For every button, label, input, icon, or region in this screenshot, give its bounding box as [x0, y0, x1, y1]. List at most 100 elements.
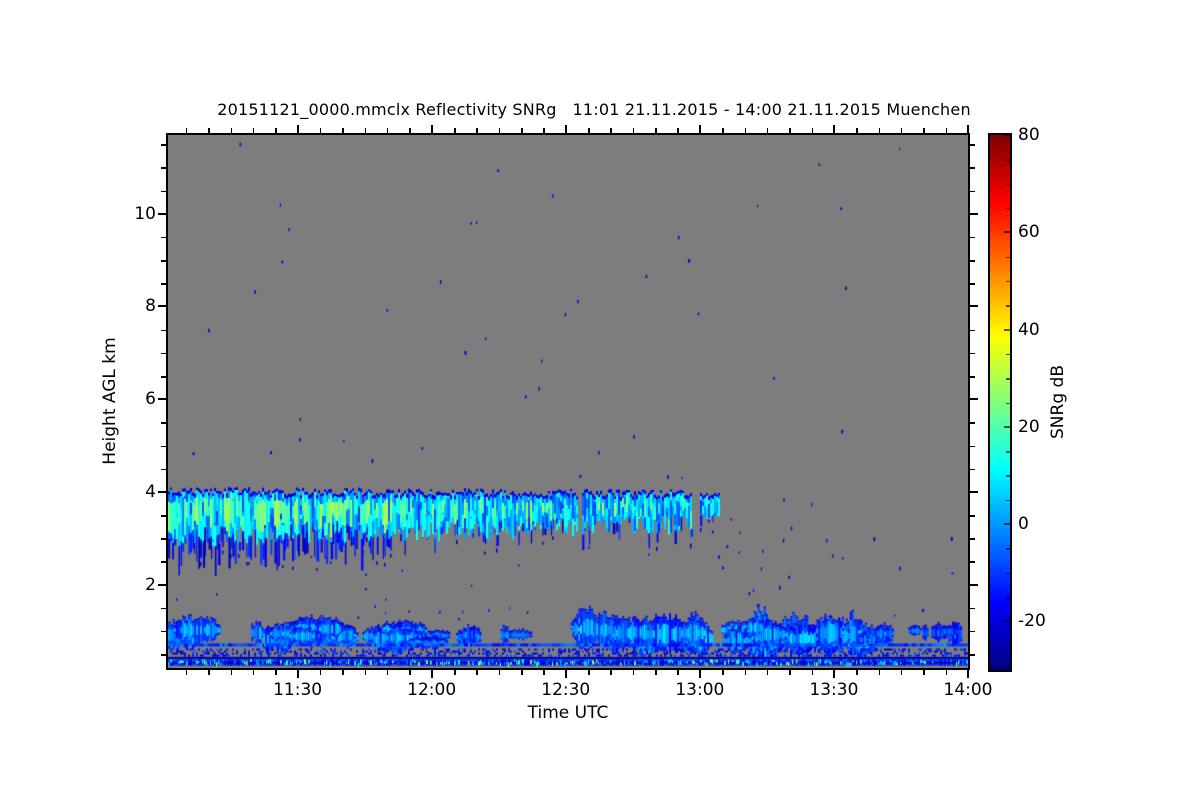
colorbar-tick-label: 20 [1018, 416, 1040, 437]
colorbar-minor-tick [1006, 207, 1010, 210]
x-major-tick [832, 670, 835, 678]
y-minor-tick-right [970, 376, 975, 378]
y-minor-tick-right [970, 468, 975, 471]
y-minor-tick-right [970, 515, 975, 517]
x-minor-tick-top [945, 128, 948, 133]
y-minor-tick-right [970, 630, 975, 633]
x-minor-tick-top [632, 128, 635, 133]
colorbar-major-tick [1004, 523, 1010, 526]
colorbar-tick-label: 60 [1018, 222, 1040, 243]
x-minor-tick-top [677, 128, 679, 133]
x-tick-label: 12:30 [541, 680, 591, 700]
y-minor-tick [161, 236, 166, 239]
colorbar-major-tick [1004, 328, 1010, 331]
colorbar-minor-tick [1006, 499, 1010, 502]
x-minor-tick-top [208, 128, 210, 133]
y-minor-tick [161, 515, 166, 517]
y-minor-tick-right [970, 329, 975, 332]
y-minor-tick-right [970, 167, 975, 169]
x-minor-tick-top [610, 128, 612, 133]
x-minor-tick [498, 670, 501, 675]
y-tick-label: 6 [145, 389, 156, 410]
x-minor-tick-top [766, 128, 769, 133]
x-minor-tick-top [364, 128, 367, 133]
x-tick-label: 11:30 [273, 680, 323, 700]
colorbar-tick-label: -20 [1018, 611, 1046, 632]
x-minor-tick [364, 670, 367, 675]
x-minor-tick [900, 670, 903, 675]
y-minor-tick [161, 190, 166, 193]
x-minor-tick-top [923, 128, 925, 133]
x-minor-tick-top [900, 128, 903, 133]
y-tick-label: 10 [134, 203, 156, 224]
y-minor-tick-right [970, 190, 975, 193]
y-minor-tick-right [970, 260, 975, 262]
x-minor-tick [588, 670, 590, 675]
x-minor-tick [409, 670, 411, 675]
colorbar-minor-tick [1006, 183, 1010, 186]
x-minor-tick [610, 670, 612, 675]
x-major-tick-top [832, 125, 835, 133]
colorbar-minor-tick [1006, 645, 1010, 648]
x-minor-tick-top [811, 128, 814, 133]
y-minor-tick [161, 654, 166, 656]
x-minor-tick [230, 670, 233, 675]
x-minor-tick-top [230, 128, 233, 133]
x-minor-tick-top [588, 128, 590, 133]
x-minor-tick-top [722, 128, 724, 133]
x-minor-tick [945, 670, 948, 675]
plot-title: 20151121_0000.mmclx Reflectivity SNRg 11… [217, 100, 971, 119]
y-minor-tick [161, 329, 166, 332]
x-minor-tick [923, 670, 925, 675]
colorbar-tick-label: 80 [1018, 125, 1040, 145]
colorbar-major-tick [1004, 425, 1010, 428]
y-minor-tick-right [970, 561, 975, 563]
x-minor-tick [744, 670, 747, 675]
y-minor-tick [161, 445, 166, 448]
y-minor-tick [161, 260, 166, 262]
x-minor-tick-top [252, 128, 255, 133]
x-minor-tick-top [498, 128, 501, 133]
colorbar-minor-tick [1006, 451, 1010, 453]
x-minor-tick-top [386, 128, 389, 133]
y-major-tick [158, 305, 166, 308]
y-minor-tick [161, 607, 166, 610]
y-major-tick-right [970, 583, 978, 586]
x-minor-tick [521, 670, 523, 675]
x-minor-tick [655, 670, 657, 675]
x-major-tick [430, 670, 433, 678]
x-minor-tick-top [454, 128, 456, 133]
x-major-tick [698, 670, 701, 678]
colorbar-minor-tick [1006, 256, 1010, 259]
x-major-tick-top [296, 125, 299, 133]
x-minor-tick [632, 670, 635, 675]
y-minor-tick-right [970, 283, 975, 285]
x-minor-tick [811, 670, 814, 675]
colorbar-minor-tick [1006, 280, 1010, 283]
y-major-tick-right [970, 490, 978, 493]
x-minor-tick [185, 670, 188, 675]
colorbar-gradient-canvas [990, 135, 1010, 670]
colorbar-minor-tick [1006, 378, 1010, 380]
x-minor-tick-top [319, 128, 322, 133]
colorbar-minor-tick [1006, 475, 1010, 477]
colorbar-minor-tick [1006, 572, 1010, 575]
x-minor-tick-top [789, 128, 791, 133]
y-major-tick [158, 490, 166, 493]
x-minor-tick-top [543, 128, 545, 133]
x-tick-label: 13:00 [675, 680, 725, 700]
x-minor-tick [856, 670, 858, 675]
y-major-tick-right [970, 305, 978, 308]
x-minor-tick-top [275, 128, 277, 133]
y-minor-tick [161, 422, 166, 424]
y-minor-tick-right [970, 654, 975, 656]
x-minor-tick [789, 670, 791, 675]
colorbar-minor-tick [1006, 548, 1010, 550]
x-minor-tick-top [185, 128, 188, 133]
x-minor-tick [252, 670, 255, 675]
x-tick-label: 12:00 [407, 680, 457, 700]
x-minor-tick [677, 670, 679, 675]
x-minor-tick-top [409, 128, 411, 133]
y-major-tick [158, 398, 166, 401]
y-minor-tick [161, 630, 166, 633]
